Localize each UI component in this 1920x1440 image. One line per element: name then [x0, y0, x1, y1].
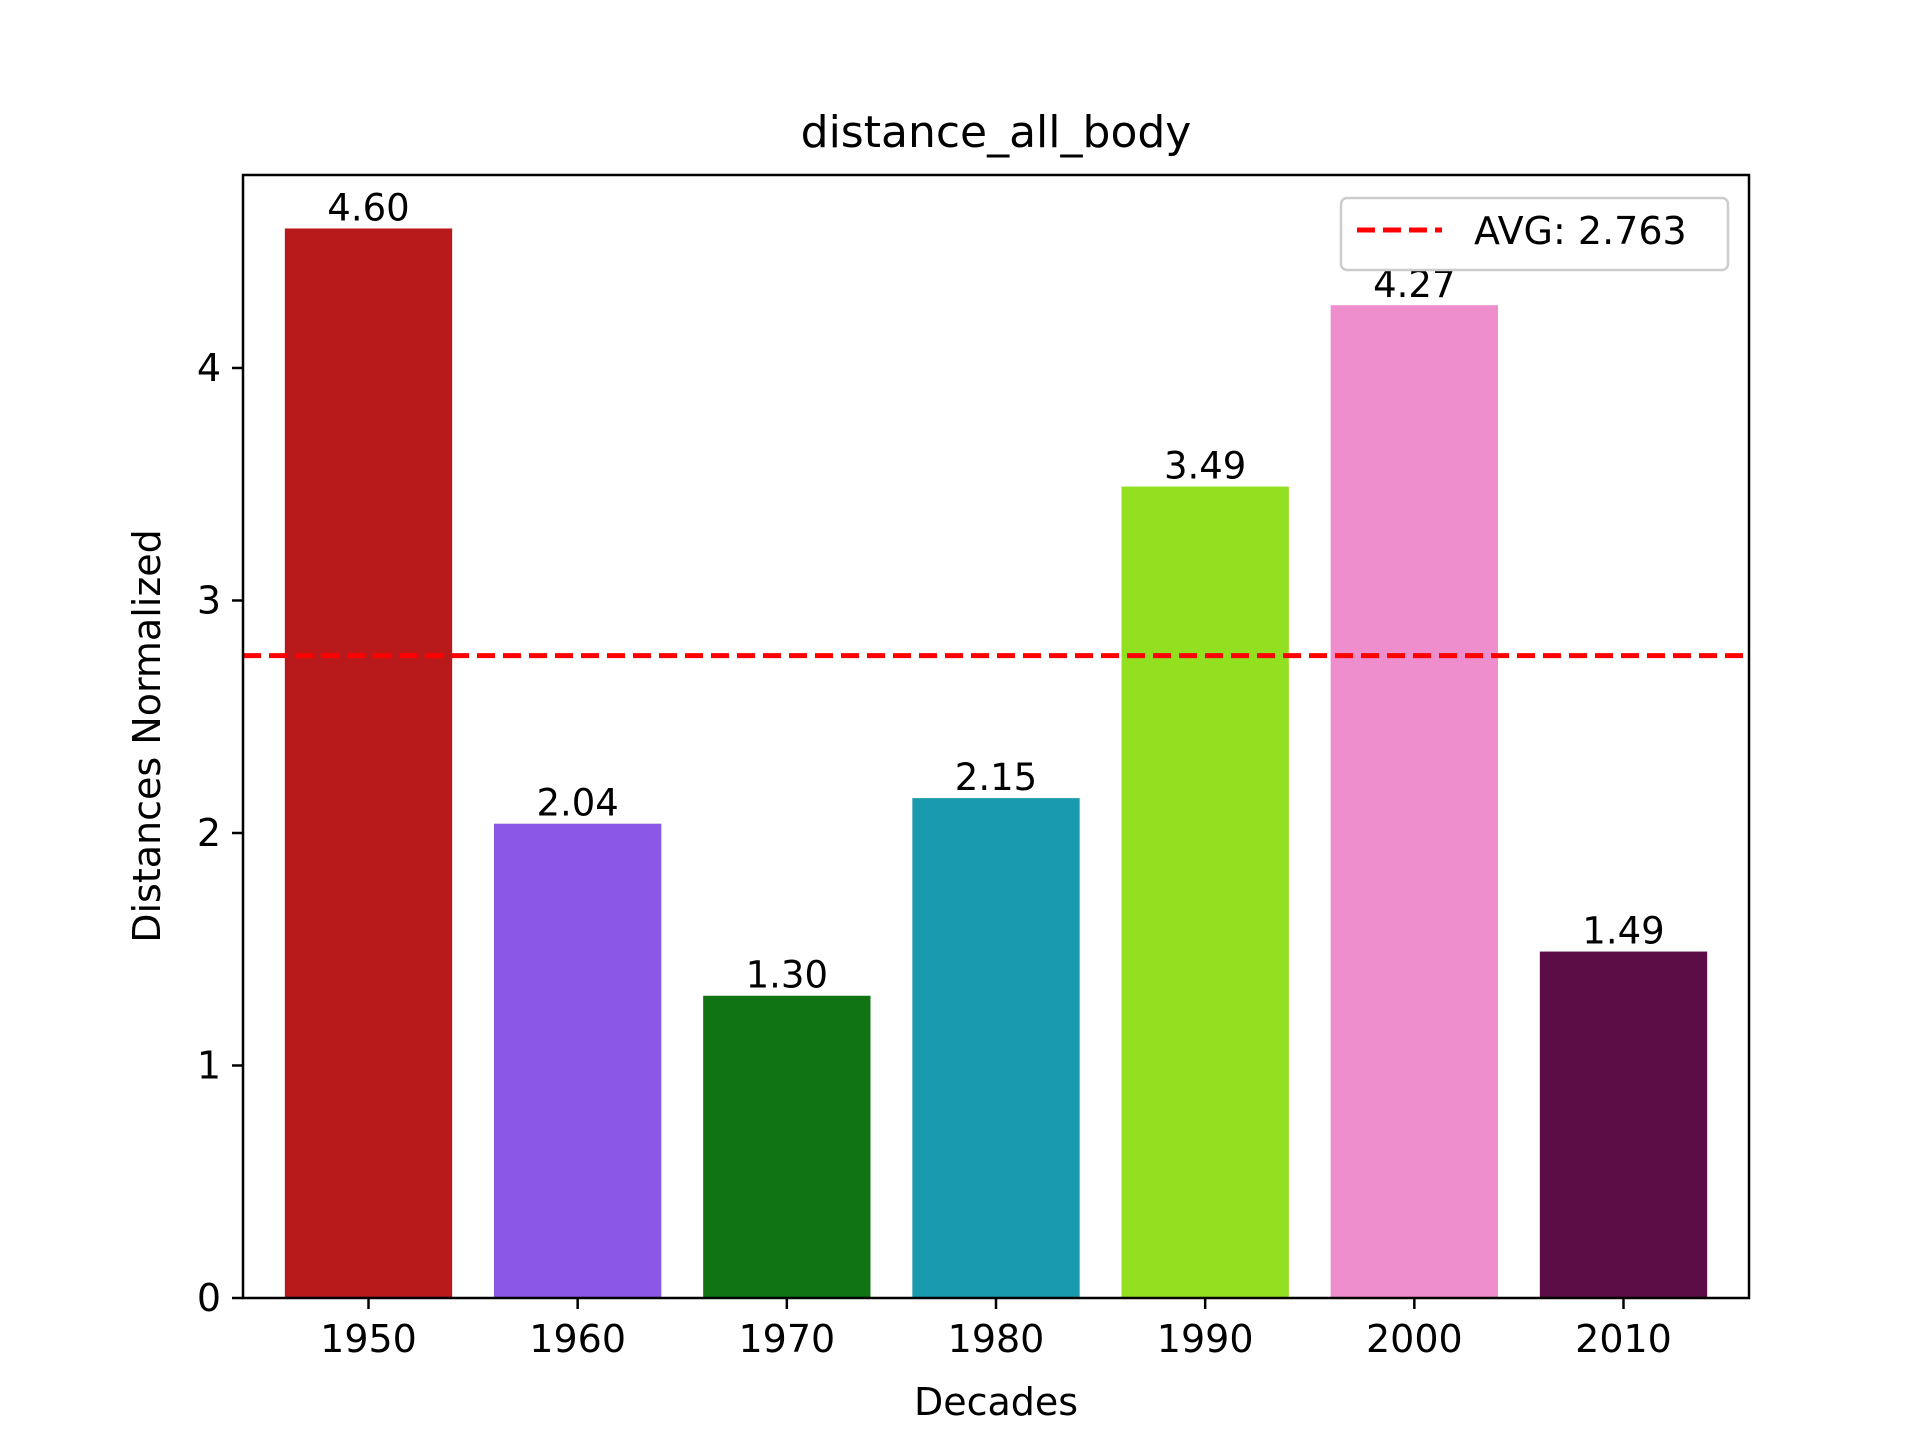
x-tick-label-2010: 2010: [1575, 1317, 1672, 1361]
y-tick-label-2: 2: [197, 811, 221, 855]
bar-1950: [284, 228, 453, 1298]
y-axis-label: Distances Normalized: [125, 529, 169, 943]
x-axis-ticks: 1950 1960 1970 1980 1990 2000 2010: [320, 1298, 1672, 1361]
bar-2010: [1539, 951, 1708, 1298]
value-label-2010: 1.49: [1582, 910, 1664, 953]
value-labels-group: 4.602.041.302.153.494.271.49: [327, 186, 1664, 996]
x-tick-label-1970: 1970: [738, 1317, 835, 1361]
x-tick-label-1980: 1980: [948, 1317, 1045, 1361]
x-tick-label-1990: 1990: [1157, 1317, 1254, 1361]
legend-box: [1339, 196, 1730, 272]
x-tick-label-1950: 1950: [320, 1317, 417, 1361]
chart-title: distance_all_body: [801, 107, 1192, 158]
value-label-1980: 2.15: [955, 756, 1037, 799]
bar-2000: [1330, 305, 1498, 1299]
x-tick-label-2000: 2000: [1366, 1317, 1463, 1361]
y-tick-label-0: 0: [197, 1276, 221, 1320]
legend: AVG: 2.763: [1339, 196, 1730, 272]
x-tick-label-1960: 1960: [529, 1317, 626, 1361]
y-axis-ticks: 0 1 2 3 4: [197, 346, 243, 1320]
bar-1960: [494, 823, 662, 1298]
legend-avg-label: AVG: 2.763: [1474, 209, 1687, 253]
bars-group: [284, 228, 1708, 1299]
y-tick-label-1: 1: [197, 1043, 221, 1087]
value-label-1970: 1.30: [746, 954, 828, 997]
y-tick-label-3: 3: [197, 578, 221, 622]
bar-1990: [1121, 486, 1289, 1298]
y-tick-label-4: 4: [197, 346, 221, 390]
value-label-1990: 3.49: [1164, 445, 1246, 488]
value-label-1950: 4.60: [327, 186, 409, 229]
bar-1980: [912, 798, 1080, 1298]
bar-1970: [703, 995, 871, 1298]
x-axis-label: Decades: [914, 1380, 1078, 1424]
value-label-1960: 2.04: [536, 782, 618, 825]
